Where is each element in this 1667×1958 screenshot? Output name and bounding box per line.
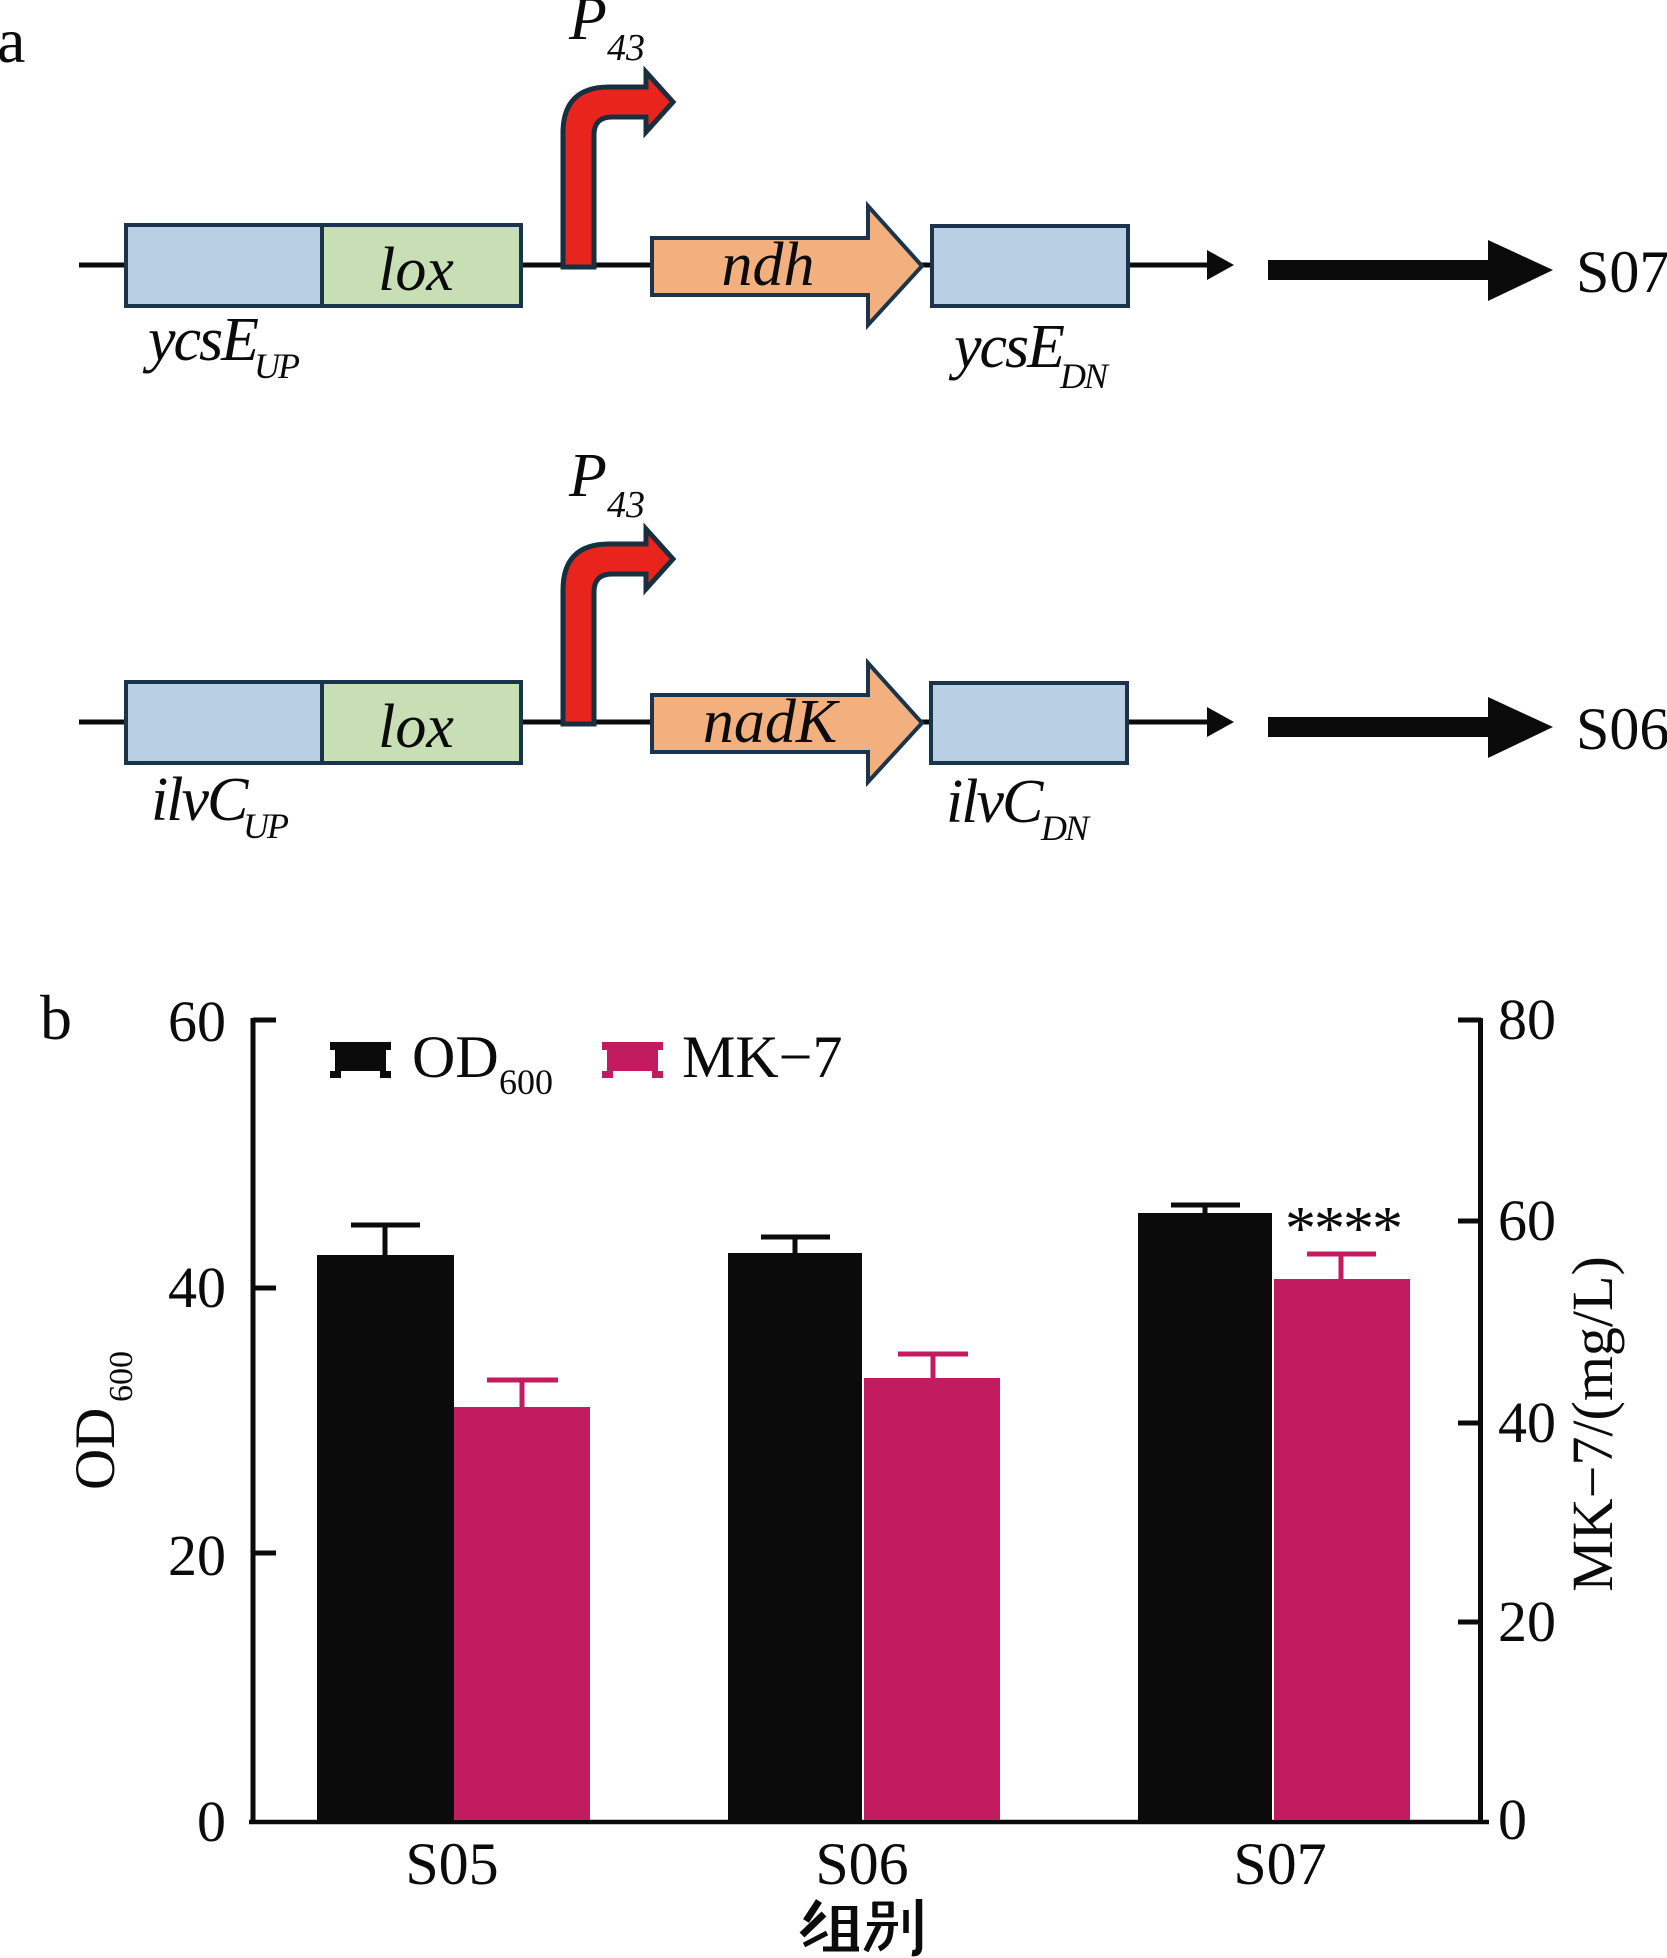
svg-text:S05: S05	[405, 1831, 498, 1897]
svg-text:P: P	[568, 0, 607, 53]
svg-text:lox: lox	[378, 693, 454, 761]
svg-text:P: P	[568, 442, 607, 510]
svg-text:ilvC: ilvC	[946, 768, 1044, 836]
svg-text:MK−7: MK−7	[682, 1024, 843, 1090]
svg-text:600: 600	[499, 1062, 553, 1102]
svg-text:ilvC: ilvC	[151, 766, 249, 834]
svg-text:****: ****	[1285, 1195, 1401, 1263]
svg-text:60: 60	[168, 989, 226, 1054]
svg-text:S06: S06	[815, 1831, 908, 1897]
svg-text:ycsE: ycsE	[948, 313, 1064, 381]
svg-text:S06: S06	[1576, 696, 1667, 762]
svg-text:ycsE: ycsE	[142, 306, 258, 374]
svg-text:43: 43	[607, 27, 645, 69]
svg-text:0: 0	[1498, 1787, 1527, 1852]
svg-text:b: b	[40, 982, 72, 1053]
svg-text:DN: DN	[1040, 808, 1091, 848]
svg-text:nadK: nadK	[703, 688, 841, 756]
svg-text:ndh: ndh	[722, 231, 815, 299]
svg-text:OD: OD	[412, 1024, 499, 1090]
svg-text:43: 43	[607, 484, 645, 526]
svg-text:60: 60	[1498, 1188, 1556, 1253]
svg-text:MK−7/(mg/L): MK−7/(mg/L)	[1560, 1256, 1625, 1592]
svg-text:UP: UP	[254, 346, 300, 386]
svg-text:lox: lox	[378, 236, 454, 304]
svg-text:20: 20	[1498, 1589, 1556, 1654]
svg-text:20: 20	[168, 1523, 226, 1588]
svg-text:0: 0	[197, 1789, 226, 1854]
svg-text:600: 600	[103, 1351, 140, 1402]
svg-text:80: 80	[1498, 987, 1556, 1052]
svg-text:40: 40	[168, 1255, 226, 1320]
svg-text:S07: S07	[1576, 239, 1667, 305]
svg-text:OD: OD	[64, 1408, 127, 1490]
svg-text:UP: UP	[243, 806, 289, 846]
svg-text:a: a	[0, 5, 25, 76]
svg-text:DN: DN	[1059, 356, 1110, 396]
svg-text:S07: S07	[1233, 1831, 1326, 1897]
svg-text:40: 40	[1498, 1390, 1556, 1455]
